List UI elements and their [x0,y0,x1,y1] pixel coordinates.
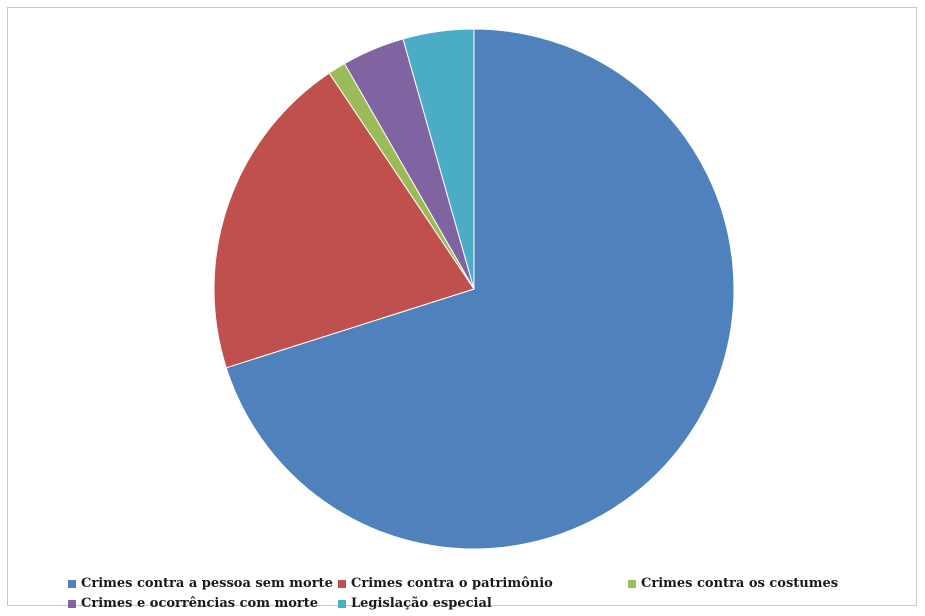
legend-item-ocorrencias-morte: Crimes e ocorrências com morte [68,596,318,611]
chart-area: Crimes contra a pessoa sem morte Crimes … [7,7,917,611]
legend-label-patrimonio: Crimes contra o patrimônio [351,576,553,591]
legend-item-legislacao: Legislação especial [338,596,492,611]
legend-label-ocorrencias-morte: Crimes e ocorrências com morte [81,596,319,611]
pie-slice-pessoa-sem-morte [225,28,735,550]
legend-label-pessoa-sem-morte: Crimes contra a pessoa sem morte [81,576,333,591]
legend-swatch-patrimonio [338,579,346,588]
legend-swatch-pessoa-sem-morte [68,579,76,588]
legend: Crimes contra a pessoa sem morte Crimes … [68,576,918,616]
legend-label-legislacao: Legislação especial [351,596,492,611]
legend-item-patrimonio: Crimes contra o patrimônio [338,576,553,591]
legend-swatch-ocorrencias-morte [68,599,76,608]
legend-swatch-costumes [628,579,636,588]
legend-swatch-legislacao [338,599,346,608]
pie-slice-patrimonio [213,72,475,369]
pie-slice-legislacao [402,28,475,290]
legend-label-costumes: Crimes contra os costumes [641,576,839,591]
legend-item-costumes: Crimes contra os costumes [628,576,838,591]
legend-item-pessoa-sem-morte: Crimes contra a pessoa sem morte [68,576,333,591]
pie-chart [213,28,735,550]
legend-row-1: Crimes contra a pessoa sem morte Crimes … [68,576,918,596]
legend-row-2: Crimes e ocorrências com morte Legislaçã… [68,596,918,616]
